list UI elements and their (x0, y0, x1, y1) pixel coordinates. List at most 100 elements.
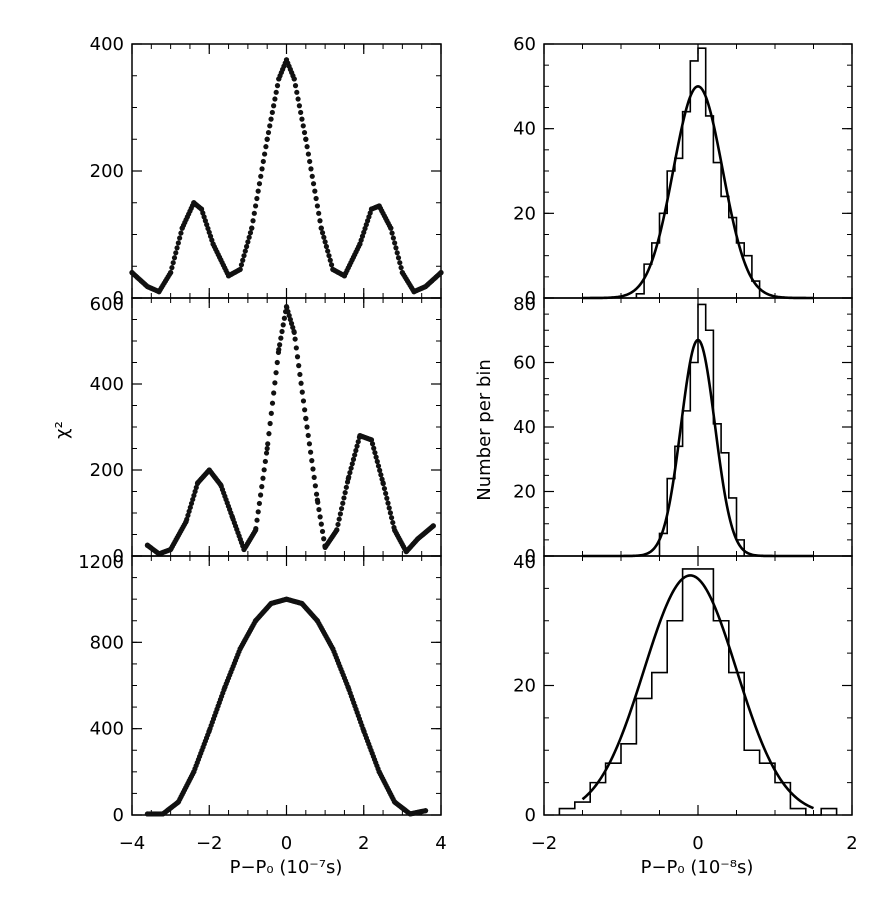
data-point (292, 83, 299, 89)
data-point (392, 527, 398, 533)
data-point (192, 488, 198, 495)
left-xlabel: P−P₀ (10⁻⁷s) (230, 857, 343, 878)
data-point (193, 484, 199, 491)
data-point (168, 546, 174, 553)
data-point (268, 410, 274, 416)
x-tick-label: 0 (692, 833, 703, 854)
data-point (290, 324, 296, 331)
data-point (156, 551, 162, 557)
data-point (376, 203, 382, 209)
data-point (240, 257, 246, 263)
panel-left-top: 0 200 400 (90, 34, 444, 309)
y-tick-label: 80 (513, 294, 536, 315)
data-point (305, 432, 311, 439)
data-point (369, 441, 376, 447)
data-point (318, 521, 324, 527)
data-point (374, 458, 380, 465)
data-point (169, 265, 175, 271)
data-point (156, 289, 162, 295)
data-point (345, 685, 351, 691)
data-point (283, 57, 290, 63)
data-point (291, 76, 297, 82)
data-point (310, 181, 317, 187)
data-point (259, 166, 265, 172)
data-point (354, 443, 360, 449)
data-point (225, 273, 232, 279)
data-point (304, 144, 310, 150)
y-tick-label: 400 (90, 374, 124, 395)
data-point (353, 447, 359, 454)
data-point (222, 685, 228, 691)
data-point (269, 109, 275, 116)
data-point (251, 210, 257, 216)
y-tick-label: 0 (113, 805, 124, 826)
data-point (265, 129, 272, 136)
data-point (280, 322, 286, 328)
data-point (281, 315, 288, 321)
data-point (253, 527, 259, 533)
data-point (287, 316, 293, 323)
data-point (160, 811, 166, 817)
data-point (298, 380, 304, 386)
data-point (267, 420, 273, 427)
data-point (129, 270, 135, 276)
data-point (241, 546, 247, 553)
data-point (245, 239, 251, 245)
y-tick-label: 0 (525, 805, 536, 826)
data-point (243, 243, 250, 250)
data-point (288, 320, 295, 327)
data-point (307, 158, 313, 165)
data-point (352, 452, 358, 458)
data-point (187, 504, 193, 511)
data-point (242, 248, 248, 254)
data-point (422, 808, 429, 814)
data-point (302, 407, 308, 413)
data-point (347, 470, 353, 476)
data-point (198, 206, 205, 212)
data-point (170, 260, 176, 266)
data-point (411, 289, 417, 295)
data-point (323, 243, 330, 250)
data-point (296, 103, 302, 109)
data-point (260, 475, 266, 481)
data-point (177, 235, 183, 241)
data-point (255, 509, 261, 515)
data-point (349, 461, 355, 467)
data-point (144, 811, 151, 817)
data-point (179, 225, 185, 231)
data-point (292, 336, 298, 342)
data-point (272, 96, 278, 102)
data-point (260, 158, 266, 165)
data-point (311, 474, 317, 481)
data-point (371, 445, 377, 451)
data-point (183, 519, 189, 525)
data-point (310, 466, 316, 472)
data-point (206, 728, 212, 734)
data-point (336, 516, 342, 522)
data-point (256, 500, 262, 507)
data-point (257, 492, 264, 498)
data-point (144, 542, 151, 548)
histogram-steps (558, 568, 838, 816)
data-point (297, 371, 303, 378)
data-point (322, 544, 328, 551)
data-point (337, 511, 343, 517)
data-point (206, 467, 212, 473)
data-point (279, 328, 285, 335)
data-point (269, 400, 276, 406)
data-point (312, 483, 318, 489)
data-point (393, 245, 399, 251)
x-tick-label: −2 (531, 833, 558, 854)
y-tick-label: 1200 (78, 552, 124, 573)
data-point (175, 799, 181, 805)
data-point (190, 496, 196, 503)
data-point (250, 218, 256, 224)
data-point (291, 329, 297, 335)
data-point (296, 363, 302, 369)
data-point (253, 618, 259, 624)
gaussian-fit-curve (582, 338, 814, 558)
data-point (326, 253, 332, 259)
data-point (357, 241, 363, 247)
y-tick-label: 800 (90, 632, 124, 653)
x-tick-label: 2 (358, 833, 369, 854)
